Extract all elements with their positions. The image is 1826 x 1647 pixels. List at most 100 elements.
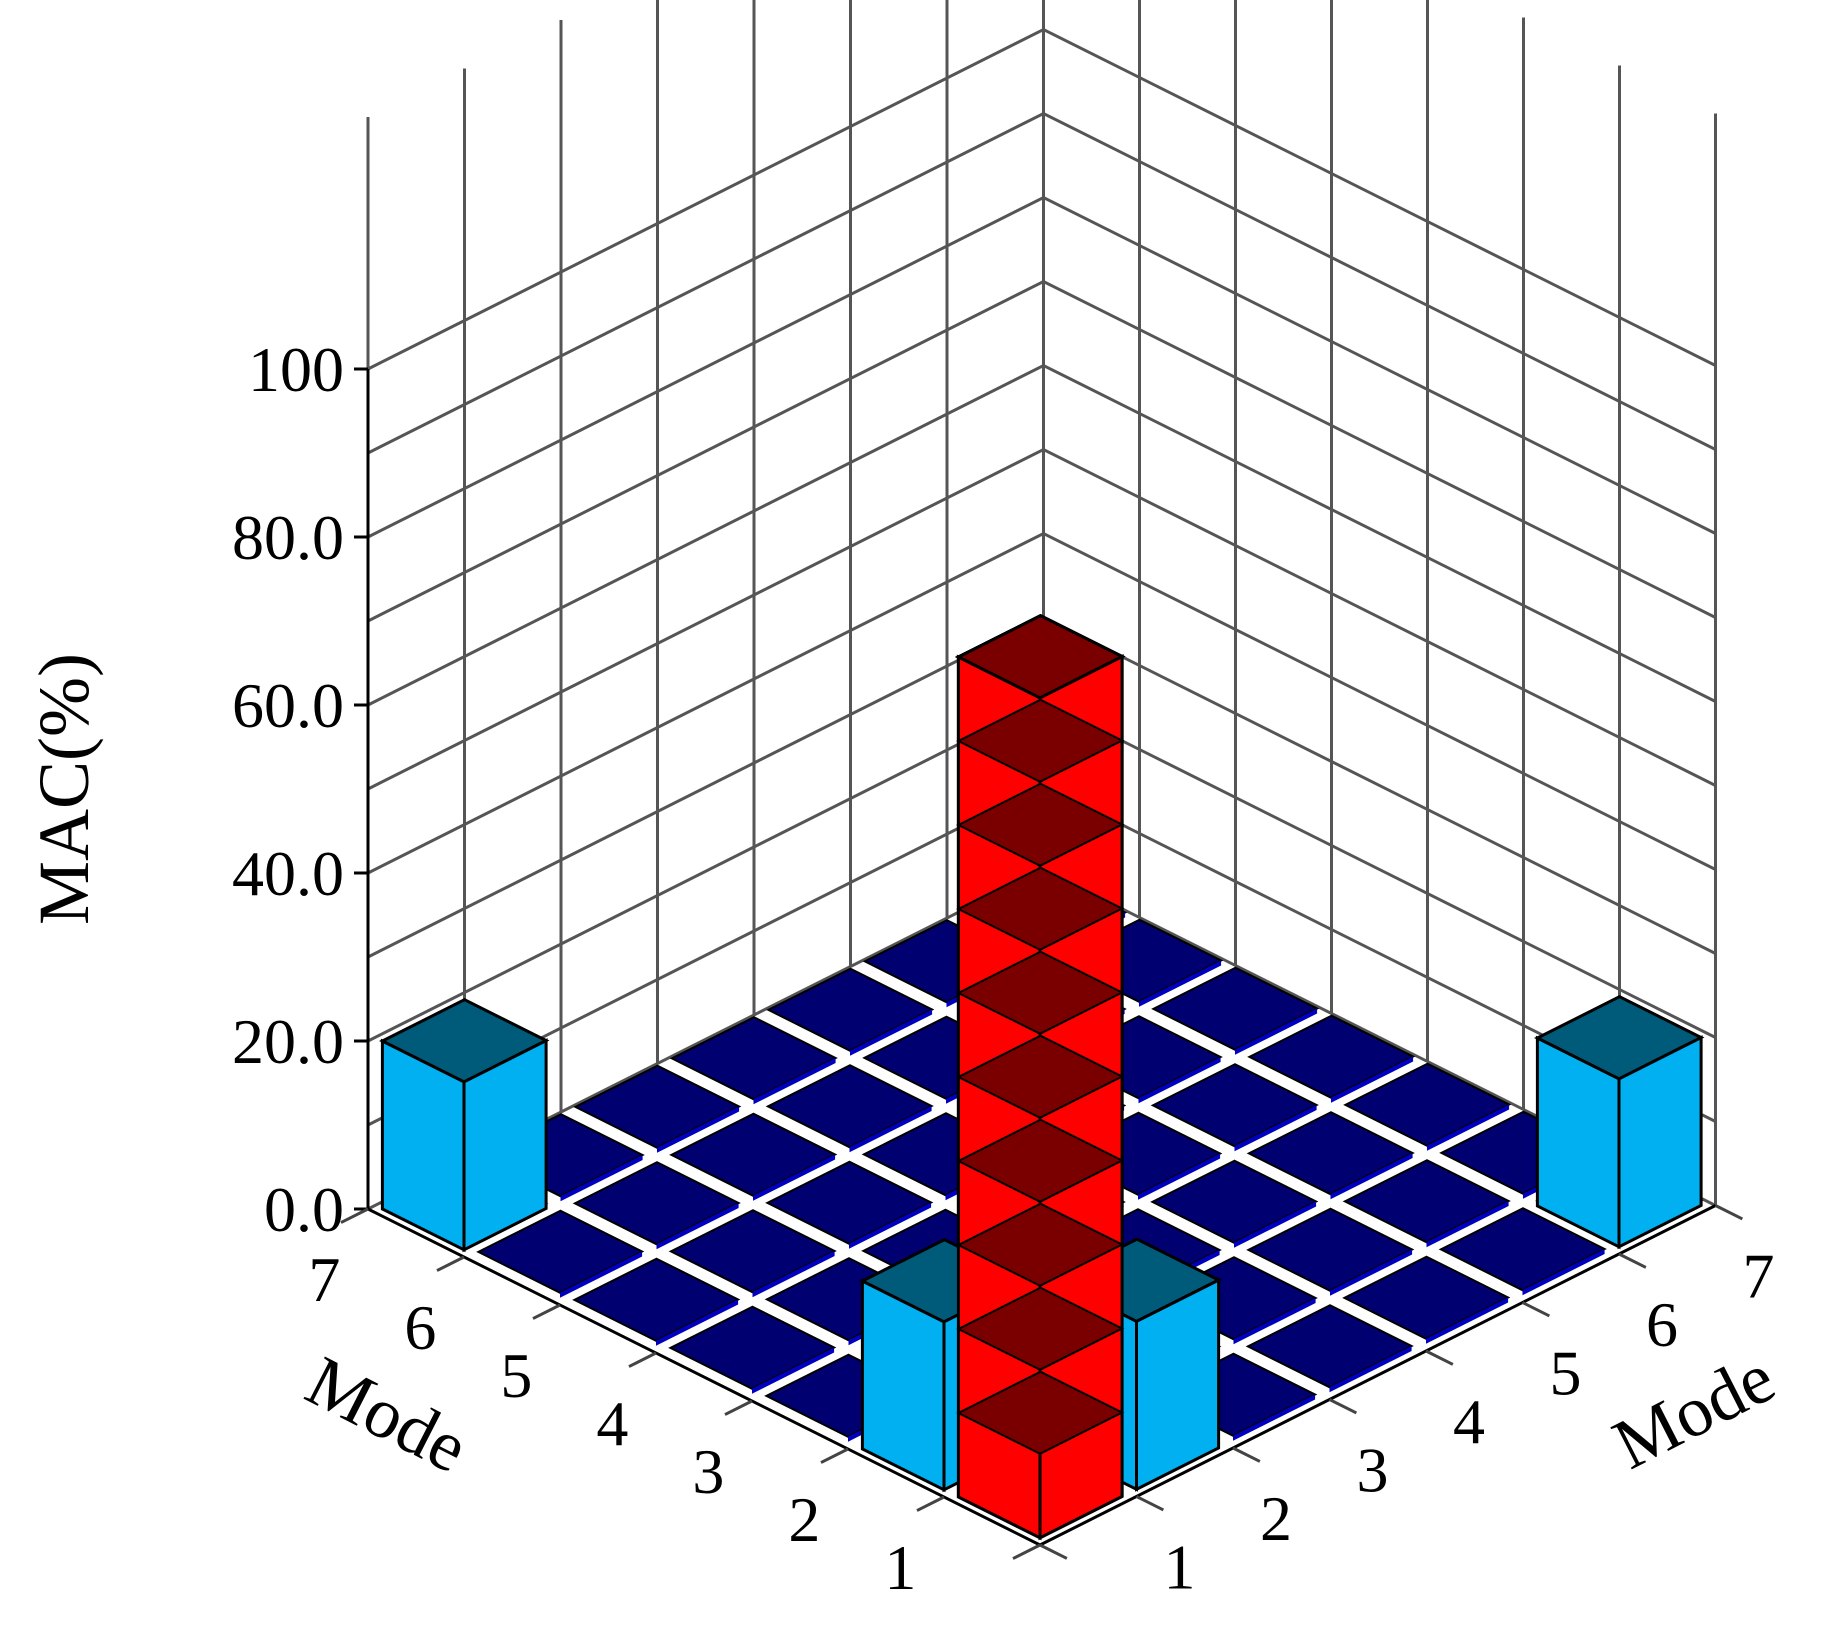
bar-top (1245, 1304, 1414, 1389)
bar-mode-6-2 (1342, 1159, 1511, 1248)
bar-mode-4-7 (669, 1016, 838, 1105)
bar-segment (956, 698, 1125, 783)
y-axis-line (367, 1207, 1041, 1547)
z-tick-label: 0.0 (264, 1174, 344, 1245)
bar-top (1246, 1207, 1415, 1292)
x-tick-label: 7 (1742, 1240, 1774, 1311)
bar-mode-3-5 (765, 1160, 934, 1249)
bar-mode-6-4 (1150, 1063, 1319, 1152)
x-tick-mark (1232, 1446, 1261, 1463)
bar-side (849, 1106, 932, 1153)
bar-side (1233, 1394, 1316, 1441)
x-tick-label: 5 (1549, 1337, 1581, 1408)
bar-side (1139, 960, 1222, 1007)
bar-top (765, 1160, 934, 1245)
x-axis-line (1039, 1204, 1717, 1547)
bar-mode-7-1 (1534, 995, 1705, 1250)
bar-side (1234, 1201, 1317, 1248)
y-tick-label: 5 (500, 1340, 532, 1411)
bar-side (753, 1154, 836, 1201)
bar-top (668, 1209, 837, 1294)
bar-side (1138, 1057, 1221, 1104)
bar-top-face (1534, 995, 1705, 1081)
y-axis-title: Mode (294, 1341, 480, 1489)
grid-layer (340, 0, 1744, 1560)
bar-top (1246, 1111, 1415, 1196)
y-tick-mark (340, 1207, 369, 1224)
bar-mode-1-4 (668, 1305, 837, 1394)
y-tick-label: 3 (692, 1436, 724, 1507)
bar-mode-1-5 (572, 1257, 741, 1346)
bar-side (850, 1009, 933, 1056)
bar-top-face (955, 614, 1126, 700)
z-tick-label: 60.0 (232, 670, 344, 741)
bar-mode-4-6 (765, 1064, 934, 1153)
x-axis-title: Mode (1601, 1337, 1787, 1485)
bar-mode-7-5 (1151, 966, 1320, 1055)
bar-segment (956, 1370, 1125, 1455)
bar-side (1522, 1249, 1605, 1296)
bar-mode-5-2 (1246, 1207, 1415, 1296)
bar-mode-3-6 (669, 1112, 838, 1201)
bar-segment (956, 1202, 1125, 1287)
bar-mode-5-1 (1342, 1255, 1511, 1344)
bar-top (765, 1064, 934, 1149)
bar-side (560, 1155, 643, 1202)
bar-side (1233, 1298, 1316, 1345)
bar-side (1331, 1056, 1414, 1103)
bar-side (1426, 1297, 1509, 1344)
x-tick-label: 6 (1646, 1289, 1678, 1360)
bar-side (1329, 1346, 1412, 1393)
x-tick-label: 1 (1163, 1531, 1195, 1602)
bar-segment (956, 1118, 1125, 1203)
bar-top (476, 1209, 645, 1294)
x-tick-mark (1328, 1398, 1358, 1415)
bar-segment (956, 1034, 1125, 1119)
bar-mode-1-1-front (955, 614, 1126, 1541)
bar-mode-2-5 (668, 1209, 837, 1298)
x-tick-label: 2 (1260, 1483, 1292, 1554)
x-tick-label: 4 (1453, 1386, 1485, 1457)
y-tick-label: 2 (788, 1484, 820, 1555)
bar-side (657, 1106, 740, 1153)
bar-side (1234, 1105, 1317, 1152)
y-tick-label: 7 (308, 1244, 340, 1315)
bar-side (1427, 1104, 1510, 1151)
bar-top-face (379, 998, 550, 1084)
bar-top (1342, 1255, 1511, 1340)
bar-mode-2-6 (572, 1161, 741, 1250)
bar-side (1426, 1201, 1509, 1248)
bar-mode-1-7 (379, 998, 550, 1253)
bar-side (560, 1251, 643, 1298)
bar-layer (379, 614, 1705, 1541)
bar-top (669, 1016, 838, 1101)
bar-side (752, 1347, 835, 1394)
bar-side (656, 1299, 739, 1346)
z-tick-label: 20.0 (232, 1006, 344, 1077)
bar-side (849, 1202, 932, 1249)
z-tick-label: 80.0 (232, 502, 344, 573)
y-tick-mark (436, 1255, 465, 1272)
bar-mode-6-3 (1246, 1111, 1415, 1200)
bar-top (572, 1161, 741, 1246)
bar-side (1330, 1249, 1413, 1296)
bar-side (752, 1251, 835, 1298)
y-tick-mark (820, 1447, 849, 1464)
z-tick-label: 100 (248, 334, 344, 405)
bar-top (1247, 1014, 1416, 1099)
bar-side (753, 1058, 836, 1105)
bar-mode-6-1 (1438, 1207, 1607, 1296)
bar-mode-3-7 (573, 1064, 742, 1153)
y-tick-mark (628, 1351, 657, 1368)
y-tick-label: 4 (596, 1388, 628, 1459)
x-tick-mark (1618, 1252, 1647, 1269)
bar-side (656, 1203, 739, 1250)
z-axis-title: MAC(%) (24, 653, 104, 925)
bar-top (1438, 1207, 1607, 1292)
bar-mode-7-4 (1247, 1014, 1416, 1103)
bar-side (1235, 1008, 1318, 1055)
bar-mode-4-1 (1245, 1304, 1414, 1393)
x-tick-label: 3 (1356, 1434, 1388, 1505)
